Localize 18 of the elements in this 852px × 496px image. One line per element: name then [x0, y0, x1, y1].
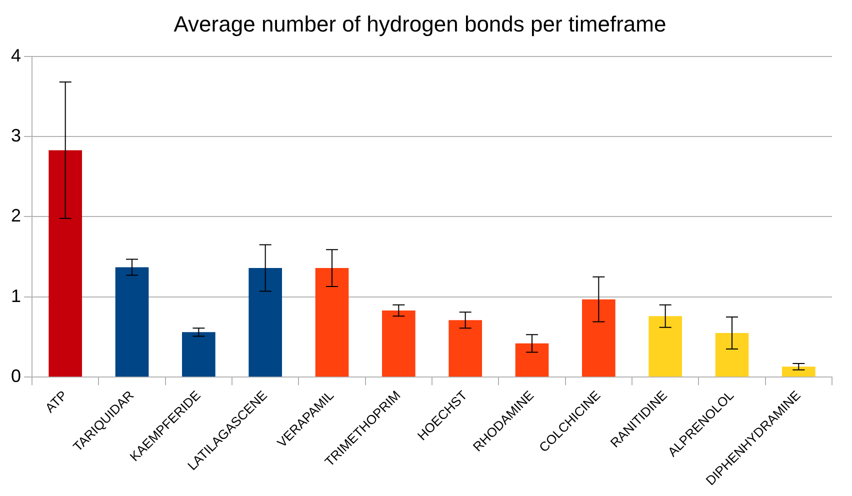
bar — [648, 316, 682, 377]
y-tick-label: 2 — [10, 206, 22, 226]
bar — [48, 150, 82, 377]
bar — [582, 299, 616, 377]
y-tick-label: 3 — [10, 126, 22, 146]
chart-title: Average number of hydrogen bonds per timeframe — [174, 11, 666, 36]
bar — [782, 366, 816, 377]
bar — [182, 332, 216, 377]
bar — [715, 332, 749, 377]
y-tick-label: 4 — [10, 45, 22, 66]
bar — [248, 268, 282, 377]
y-tick-label: 0 — [10, 366, 22, 386]
y-tick-label: 1 — [10, 286, 22, 306]
bar — [515, 343, 549, 377]
bar — [382, 310, 416, 377]
bar — [448, 320, 482, 377]
bar — [315, 268, 349, 377]
bar — [115, 267, 149, 377]
